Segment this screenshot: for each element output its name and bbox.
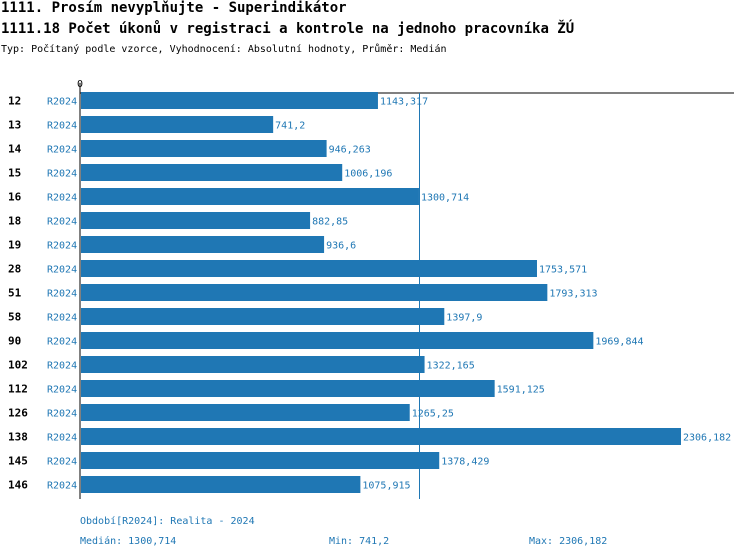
series-label: R2024	[47, 409, 77, 420]
bar	[81, 140, 327, 157]
category-label: 126	[8, 407, 28, 420]
page-title: 1111. Prosím nevyplňujte - Superindikáto…	[1, 0, 347, 16]
category-label: 138	[8, 431, 28, 444]
category-label: 146	[8, 479, 28, 492]
category-label: 12	[8, 95, 21, 108]
category-label: 28	[8, 263, 21, 276]
bar	[81, 236, 325, 253]
category-label: 16	[8, 191, 22, 204]
data-label: 1591,125	[497, 385, 545, 396]
bar	[81, 260, 537, 277]
data-label: 2306,182	[683, 433, 731, 444]
series-label: R2024	[47, 433, 77, 444]
series-label: R2024	[47, 217, 77, 228]
series-label: R2024	[47, 97, 77, 108]
category-label: 13	[8, 119, 21, 132]
footer-min: Min: 741,2	[329, 536, 390, 547]
series-label: R2024	[47, 289, 77, 300]
data-label: 1075,915	[362, 481, 410, 492]
series-label: R2024	[47, 457, 77, 468]
bar	[81, 428, 681, 445]
category-label: 51	[8, 287, 22, 300]
category-label: 15	[8, 167, 21, 180]
footer-median: Medián: 1300,714	[80, 536, 177, 547]
bar	[81, 332, 594, 349]
data-label: 882,85	[312, 217, 348, 228]
bar	[81, 116, 274, 133]
category-label: 58	[8, 311, 21, 324]
bar	[81, 404, 410, 421]
data-label: 1143,317	[380, 97, 428, 108]
category-label: 14	[8, 143, 22, 156]
category-label: 102	[8, 359, 28, 372]
series-label: R2024	[47, 265, 77, 276]
series-label: R2024	[47, 169, 77, 180]
data-label: 1300,714	[421, 193, 469, 204]
bar	[81, 380, 495, 397]
category-label: 18	[8, 215, 21, 228]
bar	[81, 284, 548, 301]
bar	[81, 92, 378, 109]
bar	[81, 356, 425, 373]
footer-period: Období[R2024]: Realita - 2024	[80, 516, 255, 527]
bar	[81, 308, 445, 325]
series-label: R2024	[47, 145, 77, 156]
series-label: R2024	[47, 193, 77, 204]
bar	[81, 164, 343, 181]
data-label: 946,263	[329, 145, 371, 156]
data-label: 1753,571	[539, 265, 587, 276]
series-label: R2024	[47, 121, 77, 132]
bar	[81, 212, 311, 229]
data-label: 1793,313	[549, 289, 597, 300]
category-label: 19	[8, 239, 21, 252]
category-label: 90	[8, 335, 21, 348]
data-label: 1006,196	[344, 169, 392, 180]
category-label: 145	[8, 455, 28, 468]
bar	[81, 452, 440, 469]
bar	[81, 476, 361, 493]
series-label: R2024	[47, 337, 77, 348]
series-label: R2024	[47, 481, 77, 492]
series-label: R2024	[47, 313, 77, 324]
data-label: 1322,165	[427, 361, 475, 372]
data-label: 741,2	[275, 121, 305, 132]
category-label: 112	[8, 383, 28, 396]
series-label: R2024	[47, 385, 77, 396]
series-label: R2024	[47, 241, 77, 252]
chart-title: 1111.18 Počet úkonů v registraci a kontr…	[1, 21, 575, 37]
bar-chart: 012R20241143,31713R2024741,214R2024946,2…	[8, 79, 734, 499]
chart-type-line: Typ: Počítaný podle vzorce, Vyhodnocení:…	[1, 44, 447, 55]
data-label: 936,6	[326, 241, 356, 252]
data-label: 1378,429	[441, 457, 489, 468]
series-label: R2024	[47, 361, 77, 372]
footer-max: Max: 2306,182	[529, 536, 608, 547]
bar	[81, 188, 419, 205]
data-label: 1265,25	[412, 409, 454, 420]
data-label: 1969,844	[595, 337, 643, 348]
data-label: 1397,9	[446, 313, 482, 324]
